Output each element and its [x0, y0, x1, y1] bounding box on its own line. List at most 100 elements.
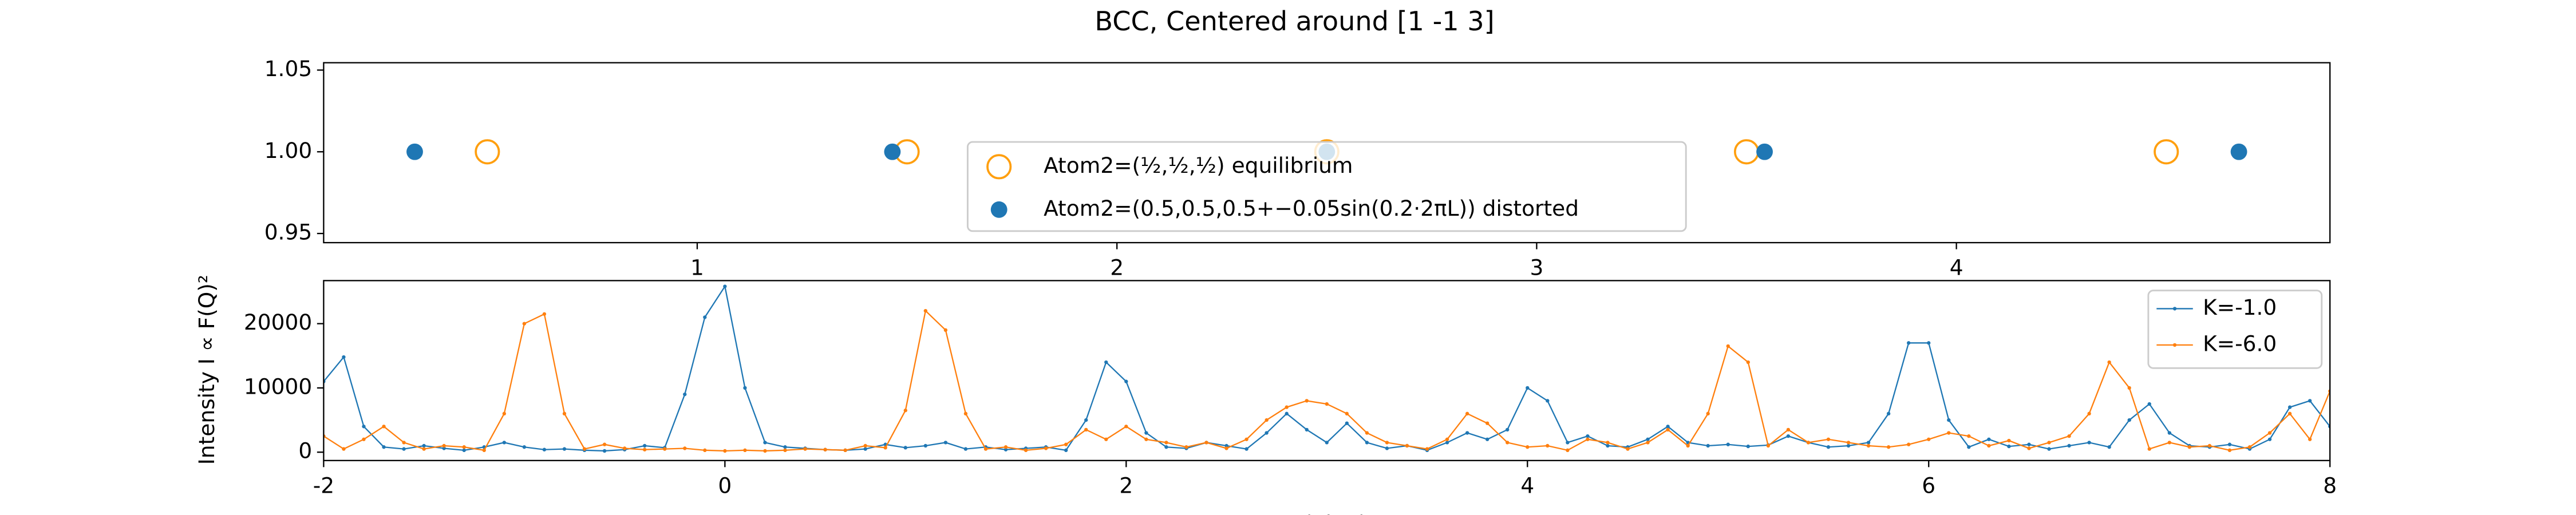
point: [2287, 405, 2292, 409]
point: [963, 411, 968, 416]
point: [402, 447, 406, 451]
point: [1907, 442, 1911, 446]
point: [863, 443, 867, 448]
point: [1947, 431, 1951, 435]
point: [823, 447, 827, 451]
point: [1265, 418, 1269, 422]
point: [1345, 411, 1349, 416]
point: [502, 411, 506, 416]
point: [1746, 360, 1750, 365]
point: [983, 447, 988, 451]
point: [1806, 441, 1811, 445]
point: [1224, 446, 1228, 450]
point: [963, 447, 968, 451]
point: [1244, 447, 1249, 451]
chart-title: BCC, Centered around [1 -1 3]: [1095, 6, 1494, 37]
point: [1405, 443, 1409, 448]
x-tick-label: 1: [690, 255, 704, 280]
point: [843, 448, 847, 453]
point: [2087, 411, 2091, 416]
point: [1365, 431, 1369, 435]
point: [1606, 443, 1610, 448]
point: [1586, 437, 1590, 441]
point: [2207, 443, 2212, 448]
point: [1104, 360, 1108, 365]
y-tick-label: 1.00: [264, 138, 313, 163]
point: [1285, 405, 1289, 409]
point: [2287, 411, 2292, 416]
point: [2308, 399, 2312, 403]
point: [2127, 418, 2131, 422]
point: [1124, 425, 1128, 429]
point: [2007, 438, 2011, 443]
legend-label: K=-6.0: [2203, 331, 2277, 356]
point: [442, 443, 446, 448]
point: [1706, 443, 1710, 448]
point: [402, 441, 406, 445]
point: [1646, 441, 1650, 445]
point: [2187, 445, 2192, 449]
x-tick-label: 0: [718, 473, 732, 498]
point: [783, 448, 787, 453]
x-tick-label: 6: [1922, 473, 1935, 498]
point: [2067, 434, 2071, 438]
legend-label: Atom2=(½,½,½) equilibrium: [1044, 153, 1353, 178]
point: [883, 446, 887, 450]
point: [2047, 447, 2051, 451]
point: [362, 425, 366, 429]
point: [1485, 421, 1490, 425]
point: [1866, 443, 1871, 448]
point: [1345, 421, 1349, 425]
x-tick-label: 4: [1950, 255, 1963, 280]
point: [1987, 443, 1991, 448]
point: [582, 447, 587, 451]
point: [1465, 411, 1469, 416]
point: [683, 392, 687, 397]
point: [1465, 431, 1469, 435]
point: [502, 441, 506, 445]
point: [943, 441, 948, 445]
point: [1666, 425, 1670, 429]
point: [2147, 447, 2151, 451]
point: [1726, 344, 1730, 348]
legend-box: [966, 141, 1687, 232]
point: [1003, 447, 1008, 451]
point: [703, 315, 707, 319]
point: [903, 446, 907, 450]
point: [2154, 139, 2179, 165]
point: [1566, 448, 1570, 453]
x-tick-label: 8: [2323, 473, 2337, 498]
point: [884, 143, 901, 160]
point: [1003, 445, 1008, 449]
point: [1646, 437, 1650, 441]
point: [2247, 445, 2252, 449]
point: [462, 445, 466, 449]
point: [1104, 437, 1108, 441]
point: [2267, 437, 2272, 441]
point: [1385, 446, 1389, 450]
point: [1506, 427, 1510, 432]
x-tick-label: 3: [1530, 255, 1543, 280]
point: [442, 446, 446, 450]
point: [763, 441, 767, 445]
point: [542, 312, 547, 316]
point: [763, 449, 767, 453]
plot-frame: [323, 280, 2331, 461]
legend-marker: [2172, 343, 2177, 347]
point: [1826, 437, 1831, 441]
point: [1084, 418, 1088, 422]
point: [2230, 143, 2247, 160]
y-tick-label: 0: [298, 438, 312, 464]
point: [1756, 143, 1773, 160]
point: [1325, 441, 1329, 445]
point: [803, 447, 807, 451]
point: [1184, 445, 1188, 449]
point: [1084, 427, 1088, 432]
point: [683, 446, 687, 450]
point: [522, 322, 527, 326]
point: [1204, 441, 1208, 445]
point: [462, 448, 466, 453]
point: [723, 449, 727, 453]
